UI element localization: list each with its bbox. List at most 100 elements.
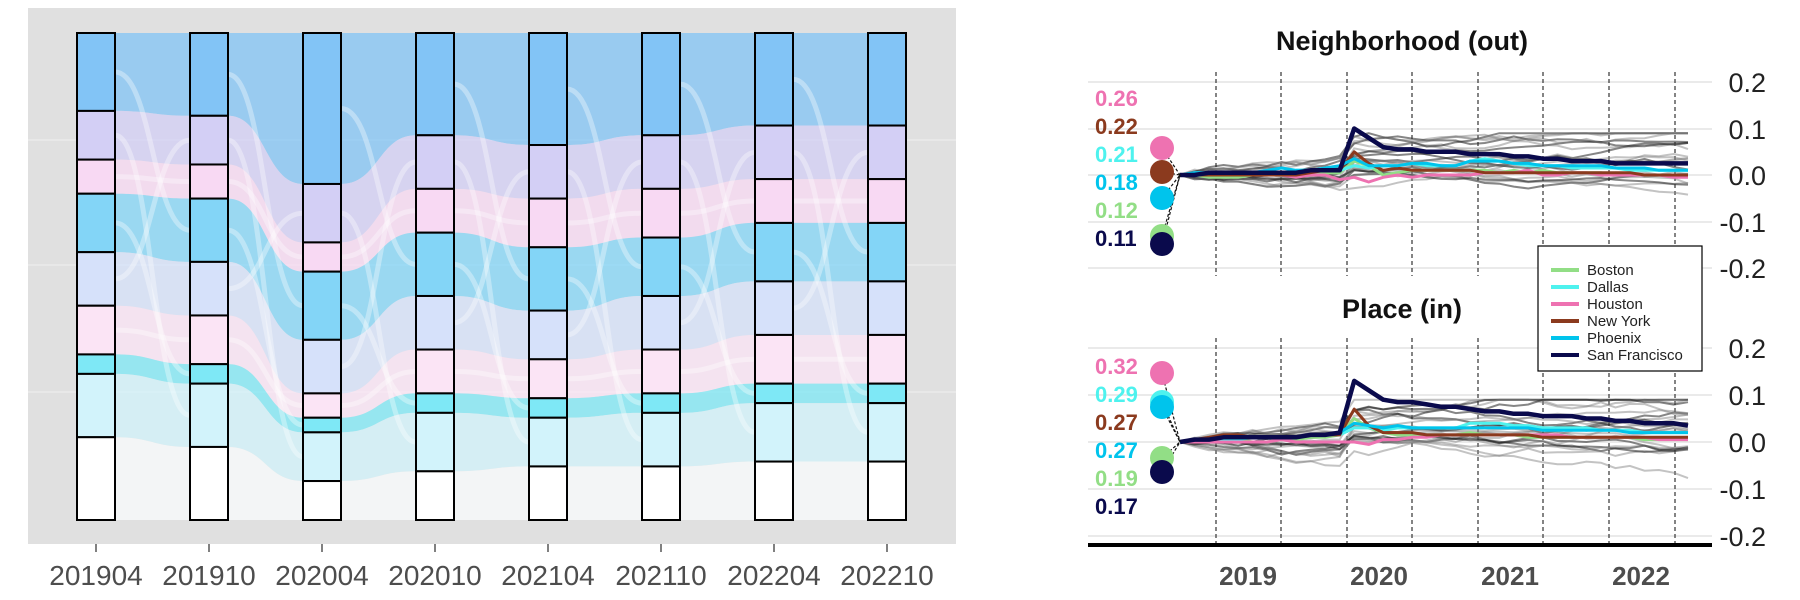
alluvial-stratum-202010-7 (415, 411, 455, 473)
alluvial-flow-202104-6 (567, 393, 642, 418)
line-x-axis: 2019 2020 2021 2022 (1088, 543, 1712, 591)
alluvial-stratum-201904-1 (76, 109, 116, 161)
alluvial-flow-202110-3 (680, 222, 755, 296)
panel2-value-label-3: 0.27 (1095, 438, 1138, 463)
alluvial-cross-stream-4-5 (566, 368, 643, 382)
alluvial-cross-stream-1-2 (227, 179, 304, 260)
alluvial-stratum-201904-7 (76, 372, 116, 439)
alluvial-stratum-202204-0 (754, 32, 794, 127)
alluvial-flow-202110-1 (680, 125, 755, 189)
alluvial-flow-202004-2 (341, 188, 416, 272)
alluvial-x-tick-label-202110: 202110 (615, 560, 706, 591)
alluvial-stratum-202004-4 (302, 338, 342, 395)
alluvial-stratum-202204-6 (754, 382, 794, 405)
alluvial-cross-stream-1-4 (227, 210, 304, 292)
panel2-marker-0 (1150, 361, 1174, 385)
panel1-background-series-19 (1179, 132, 1688, 176)
alluvial-flow-202204-3 (793, 222, 868, 282)
panel2-background-series-10 (1179, 425, 1689, 458)
alluvial-x-tick-labels: 201904 201910 202004 202010 202104 202110 2022… (49, 544, 934, 591)
panel1-marker-1 (1150, 160, 1174, 184)
alluvial-cross-stream-5-5 (679, 356, 756, 374)
panel1-connector-1 (1161, 171, 1181, 176)
alluvial-stratum-202210-7 (867, 402, 907, 463)
alluvial-flow-201910-7 (228, 383, 303, 482)
alluvial-cross-stream-3-3 (453, 261, 530, 411)
panel2-background-series-17 (1179, 441, 1689, 480)
alluvial-flow-202010-4 (454, 295, 529, 360)
alluvial-flow-201904-6 (115, 354, 190, 384)
line-x-tick-label-2020: 2020 (1350, 561, 1408, 591)
alluvial-stratum-202104-1 (528, 144, 568, 200)
alluvial-x-tick-label-202004: 202004 (275, 560, 368, 591)
panel1-value-label-1: 0.22 (1095, 114, 1138, 139)
alluvial-stratum-202104-7 (528, 416, 568, 468)
alluvial-cross-stream-4-3 (566, 276, 643, 406)
alluvial-flow-202104-8 (567, 466, 642, 520)
alluvial-stratum-202010-2 (415, 187, 455, 234)
alluvial-stratum-201910-6 (189, 363, 229, 385)
alluvial-stratum-202004-2 (302, 241, 342, 273)
panel1-y-tick-label-0: 0.2 (1728, 68, 1766, 98)
panel2-background-series-13 (1179, 434, 1689, 458)
alluvial-flow-201904-1 (115, 110, 190, 165)
panel1-marker-2 (1150, 186, 1174, 210)
alluvial-flow-201910-5 (228, 315, 303, 418)
alluvial-stratum-202010-5 (415, 348, 455, 395)
alluvial-flow-202104-0 (567, 33, 642, 146)
alluvial-flow-201910-8 (228, 446, 303, 520)
panel-place-in: 0.2 0.1 0.0 -0.1 -0.2 0.32 0.29 0.27 0.27 0.19 0.1… (1088, 334, 1766, 552)
alluvial-flow-202104-3 (567, 237, 642, 311)
alluvial-stratum-201910-2 (189, 163, 229, 200)
alluvial-flow-202204-1 (793, 125, 868, 180)
alluvial-stratum-201910-0 (189, 32, 229, 117)
alluvial-cross-stream-6-1 (792, 149, 869, 435)
alluvial-stratum-202004-1 (302, 182, 342, 244)
alluvial-stratum-201910-8 (189, 445, 229, 522)
panel1-series-san-francisco (1180, 126, 1688, 178)
alluvial-cross-stream-2-2 (340, 208, 417, 260)
alluvial-stratum-202004-3 (302, 270, 342, 341)
alluvial-chart: 201904 201910 202004 202010 202104 202110 2022… (28, 8, 956, 591)
alluvial-stratum-201910-1 (189, 114, 229, 166)
panel2-marker-4 (1150, 460, 1174, 484)
alluvial-flow-202104-2 (567, 188, 642, 248)
alluvial-stratum-202010-6 (415, 392, 455, 414)
alluvial-stratum-202210-0 (867, 32, 907, 127)
alluvial-flow-201904-2 (115, 159, 190, 199)
alluvial-stratum-202010-8 (415, 470, 455, 521)
panel2-value-label-2: 0.27 (1095, 410, 1138, 435)
alluvial-flows (114, 33, 869, 520)
alluvial-flow-202004-1 (341, 135, 416, 243)
alluvial-x-tick-label-201904: 201904 (49, 560, 142, 591)
alluvial-stratum-202110-6 (641, 392, 681, 414)
alluvial-flow-201904-3 (115, 193, 190, 262)
line-x-tick-label-2021: 2021 (1481, 561, 1539, 591)
alluvial-stratum-201904-6 (76, 353, 116, 375)
panel1-value-label-0: 0.26 (1095, 86, 1138, 111)
alluvial-cross-stream-1-5 (227, 337, 304, 409)
alluvial-stratum-201904-2 (76, 158, 116, 195)
alluvial-cross-stream-2-4 (340, 159, 417, 370)
alluvial-flow-202110-0 (680, 33, 755, 136)
alluvial-flow-202010-2 (454, 188, 529, 248)
alluvial-flow-201910-6 (228, 364, 303, 433)
alluvial-stratum-202104-4 (528, 309, 568, 361)
alluvial-flow-202204-2 (793, 179, 868, 223)
alluvial-cross-stream-1-3 (227, 227, 304, 428)
alluvial-stratum-202210-6 (867, 382, 907, 405)
alluvial-stratum-202010-4 (415, 294, 455, 351)
alluvial-stratum-201904-0 (76, 32, 116, 112)
alluvial-flow-202110-2 (680, 179, 755, 238)
alluvial-flow-202110-7 (680, 403, 755, 467)
panel1-value-label-2: 0.21 (1095, 142, 1138, 167)
alluvial-stratum-202010-3 (415, 231, 455, 297)
alluvial-cross-stream-5-4 (679, 149, 756, 326)
alluvial-stratum-202204-3 (754, 221, 794, 283)
panel2-background-series-5 (1179, 427, 1689, 448)
alluvial-flow-202104-1 (567, 135, 642, 199)
alluvial-stratum-202110-2 (641, 187, 681, 239)
panel1-y-tick-label-1: 0.1 (1728, 115, 1766, 145)
alluvial-flow-202110-8 (680, 461, 755, 520)
